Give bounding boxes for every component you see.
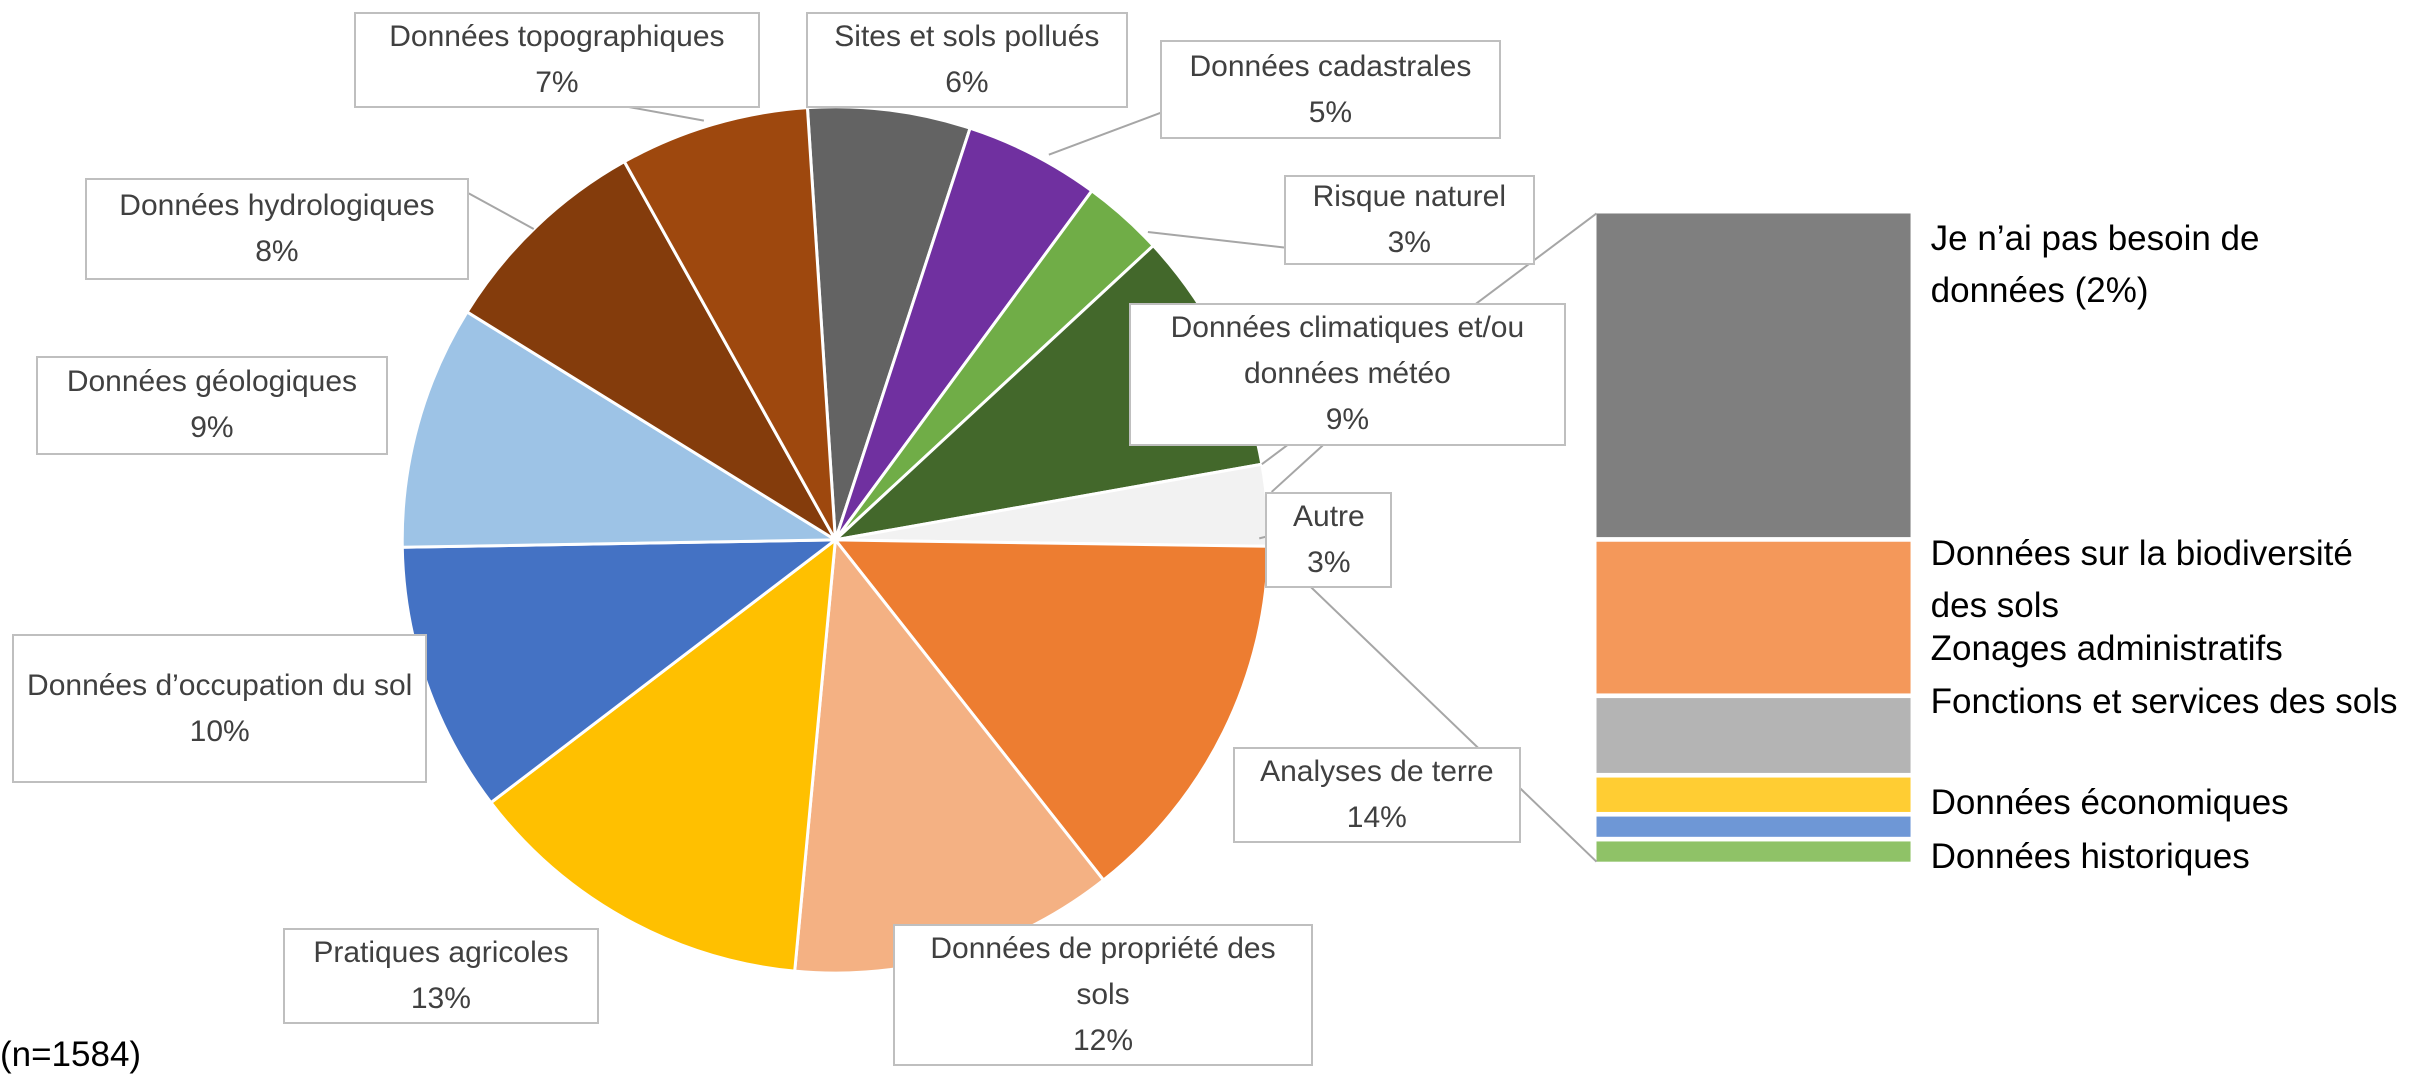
label-value: 14% (1346, 801, 1407, 835)
label-name: Données cadastrales (1189, 49, 1472, 83)
data-label: Données climatiques et/ou données météo 9… (1129, 303, 1566, 446)
bar-segment (1596, 698, 1911, 773)
bar-legend-label: Données historiques (1930, 836, 2250, 876)
label-value: 10% (189, 714, 250, 748)
label-value: 6% (945, 66, 989, 100)
label-value: 7% (535, 66, 579, 100)
bar-legend-label: Fonctions et services des sols (1930, 682, 2398, 722)
leader-line (1270, 444, 1324, 493)
label-name: Données topographiques (389, 20, 725, 54)
pie-slice (464, 159, 840, 545)
label-name: Données de propriété des sols (930, 931, 1276, 1011)
label-name: Risque naturel (1312, 179, 1507, 213)
label-name: Données hydrologiques (119, 188, 435, 222)
data-label: Données d’occupation du sol 10% (12, 634, 427, 783)
bar-segment (1596, 777, 1911, 812)
data-label: Données topographiques 7% (354, 12, 760, 109)
label-value: 12% (1072, 1023, 1134, 1057)
pie-slice (622, 106, 837, 541)
label-name: Données climatiques et/ou données météo (1170, 311, 1525, 391)
bar-segment (1596, 541, 1911, 694)
label-name: Autre (1293, 499, 1365, 533)
label-value: 9% (190, 411, 234, 445)
bar-legend-label: Données sur la biodiversité des sols (1930, 533, 2353, 625)
label-name: Données d’occupation du sol (27, 668, 413, 702)
label-value: 3% (1307, 545, 1351, 579)
leader-line (468, 192, 535, 230)
data-label: Données cadastrales 5% (1160, 40, 1501, 140)
label-name: Pratiques agricoles (313, 936, 569, 970)
data-label: Données géologiques 9% (35, 355, 389, 455)
leader-line (1147, 231, 1285, 249)
label-value: 13% (410, 982, 471, 1016)
label-value: 9% (1325, 403, 1370, 437)
label-name: Analyses de terre (1260, 755, 1494, 789)
pie-slice (488, 536, 838, 973)
sample-size-note: (n=1584) (0, 1035, 142, 1074)
data-label: Autre 3% (1265, 491, 1393, 588)
bar-legend-label: Zonages administratifs (1930, 629, 2283, 669)
data-label: Sites et sols pollués 6% (805, 12, 1128, 109)
connector-line (1267, 545, 1598, 863)
label-value: 3% (1387, 225, 1431, 259)
data-label: Analyses de terre 14% (1232, 747, 1521, 844)
bar-legend-label: Je n’ai pas besoin de données (2%) (1930, 219, 2260, 311)
data-label: Risque naturel 3% (1284, 174, 1535, 265)
leader-line (1259, 535, 1266, 540)
label-name: Sites et sols pollués (834, 20, 1100, 54)
pie-slice (832, 538, 1271, 883)
bar-segment (1596, 213, 1911, 538)
bar-segment (1596, 841, 1911, 862)
label-value: 5% (1308, 95, 1353, 129)
bar-legend-label: Données économiques (1930, 782, 2289, 822)
label-value: 8% (255, 234, 299, 268)
data-label: Données hydrologiques 8% (85, 177, 469, 280)
label-name: Données géologiques (66, 365, 358, 399)
data-label: Données de propriété des sols 12% (892, 923, 1314, 1066)
pie-slice (400, 309, 841, 549)
data-label: Pratiques agricoles 13% (283, 928, 599, 1025)
leader-line (1048, 111, 1161, 156)
bar-segment (1596, 816, 1911, 837)
